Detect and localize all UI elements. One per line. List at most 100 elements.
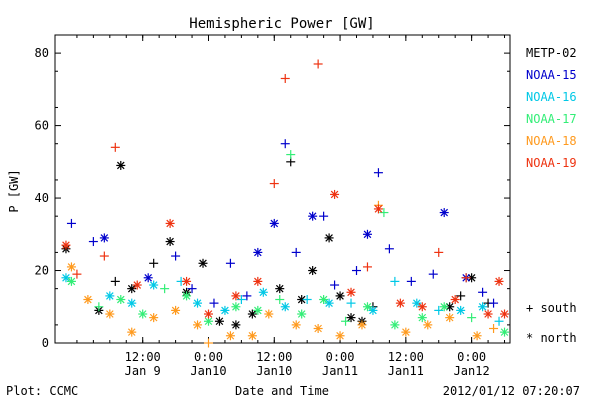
- south-point: [275, 295, 285, 305]
- marker-stroke: [127, 328, 136, 336]
- north-point: [231, 291, 241, 301]
- marker-stroke: [275, 284, 284, 293]
- south-point: [99, 251, 109, 261]
- north-point: [319, 295, 329, 305]
- marker-stroke: [254, 306, 262, 315]
- north-point: [412, 298, 422, 308]
- south-point: [160, 284, 170, 294]
- north-point: [198, 258, 208, 268]
- marker-stroke: [248, 310, 257, 318]
- north-point: [330, 189, 340, 199]
- marker-stroke: [199, 259, 207, 268]
- north-point: [500, 309, 510, 319]
- south-point: [187, 284, 197, 294]
- south-point: [373, 168, 383, 178]
- x-tick-label-date: Jan11: [322, 364, 358, 378]
- north-point: [362, 229, 372, 239]
- marker-stroke: [292, 321, 301, 329]
- marker-stroke: [363, 230, 372, 239]
- marker-stroke: [418, 302, 427, 311]
- marker-stroke: [254, 248, 262, 257]
- north-point: [269, 218, 279, 228]
- marker-stroke: [116, 295, 125, 304]
- marker-stroke: [369, 306, 377, 315]
- north-point: [105, 291, 115, 301]
- south-point: [478, 287, 488, 297]
- marker-stroke: [440, 208, 449, 217]
- y-tick-label: 0: [42, 336, 49, 350]
- legend-entry: NOAA-15: [526, 68, 577, 82]
- marker-stroke: [319, 295, 328, 304]
- y-tick-label: 20: [35, 264, 49, 278]
- north-point: [313, 324, 323, 334]
- marker-stroke: [445, 302, 454, 311]
- south-point: [280, 139, 290, 149]
- north-point: [291, 320, 301, 330]
- north-point: [401, 327, 411, 337]
- y-tick-label: 80: [35, 46, 49, 60]
- marker-stroke: [215, 317, 224, 326]
- south-point: [149, 258, 159, 268]
- marker-stroke: [451, 295, 459, 304]
- south-point: [94, 302, 104, 312]
- north-point: [297, 309, 307, 319]
- marker-stroke: [193, 299, 202, 307]
- south-point: [209, 298, 219, 308]
- marker-stroke: [149, 281, 158, 289]
- south-point: [341, 316, 351, 326]
- north-point: [264, 309, 274, 319]
- marker-stroke: [314, 324, 322, 333]
- south-point: [225, 258, 235, 268]
- south-point: [286, 150, 296, 160]
- north-point: [346, 287, 356, 297]
- marker-stroke: [473, 331, 481, 340]
- x-tick-label-date: Jan12: [454, 364, 490, 378]
- marker-stroke: [171, 306, 180, 315]
- north-point: [308, 266, 318, 276]
- south-point: [406, 276, 416, 286]
- south-point: [384, 244, 394, 254]
- north-point: [439, 302, 449, 312]
- north-point: [335, 331, 345, 341]
- marker-stroke: [396, 299, 405, 307]
- north-point: [390, 320, 400, 330]
- marker-stroke: [467, 273, 476, 282]
- north-point: [171, 305, 181, 315]
- marker-stroke: [232, 302, 240, 311]
- marker-stroke: [270, 219, 279, 228]
- marker-stroke: [325, 234, 333, 242]
- marker-stroke: [347, 313, 355, 322]
- north-point: [138, 309, 148, 319]
- marker-stroke: [166, 237, 174, 246]
- marker-stroke: [418, 313, 427, 322]
- marker-stroke: [182, 277, 191, 286]
- north-point: [423, 320, 433, 330]
- south-point: [280, 73, 290, 83]
- marker-stroke: [297, 295, 306, 304]
- north-point: [280, 302, 290, 312]
- y-tick-label: 60: [35, 119, 49, 133]
- north-point: [373, 204, 383, 214]
- marker-stroke: [116, 161, 125, 170]
- x-tick-label-time: 0:00: [326, 350, 355, 364]
- marker-stroke: [166, 219, 174, 228]
- marker-stroke: [138, 310, 147, 318]
- north-point: [456, 305, 466, 315]
- x-tick-label-date: Jan10: [256, 364, 292, 378]
- south-point: [319, 211, 329, 221]
- y-axis-label: P [GW]: [7, 169, 21, 212]
- north-point: [225, 331, 235, 341]
- south-point: [428, 269, 438, 279]
- marker-stroke: [67, 263, 76, 271]
- marker-stroke: [67, 277, 76, 286]
- south-point: [110, 142, 120, 152]
- north-point: [61, 273, 71, 283]
- north-point: [275, 284, 285, 294]
- south-point: [362, 262, 372, 272]
- marker-stroke: [133, 281, 142, 289]
- north-point: [253, 305, 263, 315]
- north-point: [253, 276, 263, 286]
- x-tick-label-date: Jan 9: [125, 364, 161, 378]
- north-point: [99, 233, 109, 243]
- south-point: [434, 247, 444, 257]
